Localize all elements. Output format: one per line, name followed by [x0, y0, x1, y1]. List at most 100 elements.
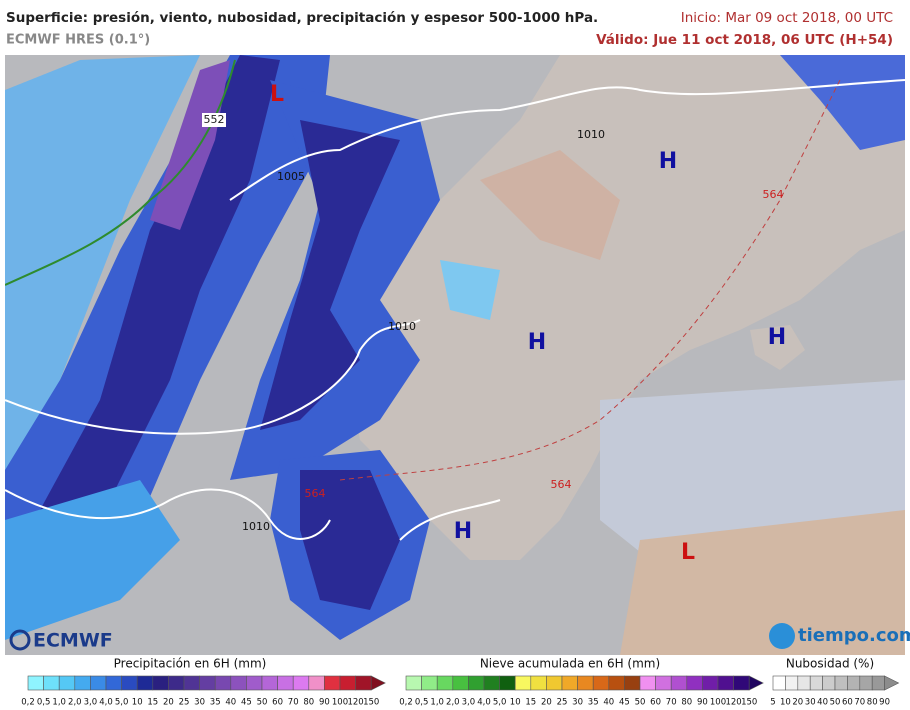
- legend-swatch: [859, 675, 873, 691]
- low-pressure: L: [270, 82, 284, 107]
- legend-swatch: [608, 675, 625, 691]
- thickness-label: 552: [204, 113, 225, 126]
- legend-swatch: [717, 675, 734, 691]
- legend: Precipitación en 6H (mm)0,2 0,5 1,0 2,0 3,0 4…: [21, 657, 900, 708]
- legend-swatch: [152, 675, 169, 691]
- legend-swatch: [230, 675, 247, 691]
- ecmwf-logo: ECMWF: [9, 629, 113, 652]
- legend-swatch: [436, 675, 454, 691]
- legend-swatch: [339, 675, 356, 691]
- legend-title: Precipitación en 6H (mm): [114, 657, 267, 671]
- isobar-label: 1010: [577, 128, 605, 141]
- legend-label: 60: [650, 698, 661, 708]
- legend-swatch: [168, 675, 185, 691]
- legend-label: 5,0: [115, 698, 129, 708]
- legend-swatch: [561, 675, 578, 691]
- legend-swatch: [686, 675, 703, 691]
- legend-label: 40: [225, 698, 236, 708]
- legend-swatch: [105, 675, 122, 691]
- legend-swatch: [27, 675, 44, 691]
- high-pressure: H: [454, 519, 472, 544]
- low-pressure: L: [681, 540, 695, 565]
- legend-label: 70: [854, 698, 865, 708]
- logo-text: tiempo.com: [798, 625, 910, 646]
- legend-swatch: [514, 675, 532, 691]
- legend-swatch: [121, 675, 138, 691]
- legend-swatch: [452, 675, 469, 691]
- legend-label: 45: [619, 698, 630, 708]
- model: ECMWF HRES (0.1°): [6, 33, 150, 48]
- legend-label: 150: [363, 698, 379, 708]
- legend-swatch: [468, 675, 485, 691]
- legend-swatch: [655, 675, 672, 691]
- legend-label: 70: [288, 698, 299, 708]
- legend-label: 30: [805, 698, 816, 708]
- legend-swatch: [308, 675, 325, 691]
- legend-swatch: [772, 675, 786, 691]
- legend-swatch: [90, 675, 107, 691]
- legend-swatch: [199, 675, 216, 691]
- legend-label: 10: [510, 698, 521, 708]
- legend-swatch: [670, 675, 688, 691]
- legend-swatch: [74, 675, 91, 691]
- legend-swatch: [43, 675, 60, 691]
- logo-text: ECMWF: [33, 630, 113, 652]
- legend-swatch: [530, 675, 547, 691]
- high-pressure: H: [528, 330, 546, 355]
- isobar-label: 1005: [277, 170, 305, 183]
- legend-swatch: [785, 675, 799, 691]
- legend-label: 80: [303, 698, 314, 708]
- legend-label: 25: [557, 698, 568, 708]
- legend-label: 2,0: [446, 698, 460, 708]
- legend-label: 5,0: [493, 698, 507, 708]
- legend-swatch: [58, 675, 76, 691]
- legend-label: 3,0: [84, 698, 98, 708]
- legend-label: 80: [867, 698, 878, 708]
- legend-label: 150: [741, 698, 757, 708]
- legend-swatch: [324, 675, 341, 691]
- legend-swatch: [702, 675, 719, 691]
- legend-swatch: [847, 675, 861, 691]
- legend-label: 100: [332, 698, 348, 708]
- legend-arrow: [884, 675, 900, 691]
- legend-label: 20: [163, 698, 174, 708]
- legend-label: 80: [681, 698, 692, 708]
- legend-label: 40: [603, 698, 614, 708]
- legend-label: 20: [541, 698, 552, 708]
- legend-swatch: [809, 675, 823, 691]
- legend-swatch: [246, 675, 263, 691]
- legend-label: 0,5: [37, 698, 51, 708]
- isobar-label: 1010: [388, 320, 416, 333]
- logo-icon: [769, 623, 795, 649]
- init-time: Inicio: Mar 09 oct 2018, 00 UTC: [681, 10, 893, 26]
- legend-label: 45: [241, 698, 252, 708]
- thickness-label: 564: [305, 487, 326, 500]
- legend-swatch: [834, 675, 848, 691]
- legend-label: 1,0: [430, 698, 444, 708]
- legend-swatch: [577, 675, 594, 691]
- legend-label: 0,2: [21, 698, 35, 708]
- logo-icon: [9, 629, 31, 651]
- legend-label: 50: [635, 698, 646, 708]
- legend-swatch: [421, 675, 438, 691]
- legend-swatch: [183, 675, 200, 691]
- legend-label: 40: [817, 698, 828, 708]
- legend-label: 70: [666, 698, 677, 708]
- legend-swatch: [261, 675, 278, 691]
- legend-label: 90: [697, 698, 708, 708]
- legend-label: 0,5: [415, 698, 429, 708]
- legend-swatch: [639, 675, 656, 691]
- legend-label: 30: [572, 698, 583, 708]
- legend-arrow: [370, 675, 386, 691]
- legend-label: 90: [319, 698, 330, 708]
- legend-swatch: [277, 675, 294, 691]
- title: Superficie: presión, viento, nubosidad, …: [6, 10, 598, 26]
- legend-label: 60: [272, 698, 283, 708]
- legend-swatch: [405, 675, 422, 691]
- map-labels: L H H H H L 1010 1005 1010 1010 552 564 564 564: [202, 82, 786, 565]
- legend-swatch: [214, 675, 232, 691]
- legend-label: 5: [770, 698, 775, 708]
- legend-label: 120: [347, 698, 363, 708]
